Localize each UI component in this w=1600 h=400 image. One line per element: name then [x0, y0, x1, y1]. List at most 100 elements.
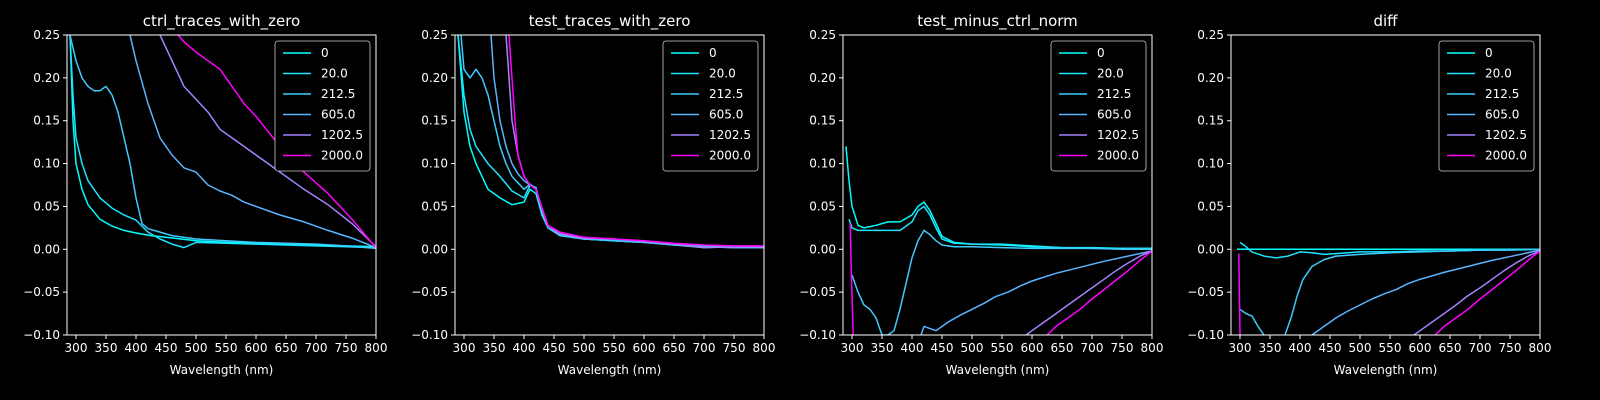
series-line-2000.0: [849, 223, 854, 335]
legend-label: 1202.5: [321, 128, 363, 142]
legend-label: 20.0: [321, 67, 348, 81]
x-tick-label: 700: [1469, 341, 1492, 355]
series-line-2000.0: [508, 35, 764, 247]
y-tick-label: −0.10: [799, 328, 836, 342]
x-tick-label: 800: [753, 341, 776, 355]
series-line-0: [69, 35, 376, 248]
x-tick-label: 300: [453, 341, 476, 355]
x-tick-label: 400: [125, 341, 148, 355]
legend-label: 0: [1097, 46, 1105, 60]
x-tick-label: 450: [155, 341, 178, 355]
x-tick-label: 350: [1259, 341, 1282, 355]
legend-label: 20.0: [709, 67, 736, 81]
legend-label: 2000.0: [709, 149, 751, 163]
series-line-1202.5: [1413, 250, 1540, 335]
series-group: [1237, 241, 1540, 335]
legend: 0 20.0 212.5 605.0 1202.5 2000.0: [662, 40, 759, 172]
legend-label: 1202.5: [1485, 128, 1527, 142]
x-tick-label: 400: [1289, 341, 1312, 355]
x-tick-label: 600: [633, 341, 656, 355]
legend: 0 20.0 212.5 605.0 1202.5 2000.0: [1050, 40, 1147, 172]
x-tick-label: 300: [841, 341, 864, 355]
series-line-212.5: [1284, 248, 1540, 335]
series-line-1202.5: [159, 35, 376, 248]
series-group: [845, 146, 1152, 335]
y-tick-label: 0.10: [33, 157, 60, 171]
y-tick-label: 0.20: [809, 71, 836, 85]
y-tick-label: 0.10: [1197, 157, 1224, 171]
chart-title: test_traces_with_zero: [529, 12, 691, 31]
x-tick-label: 650: [1439, 341, 1462, 355]
y-tick-label: −0.05: [411, 285, 448, 299]
series-line-20.0: [848, 205, 1152, 250]
series-line-2000.0: [1238, 253, 1241, 335]
legend-label: 2000.0: [1097, 149, 1139, 163]
y-tick-label: 0.15: [421, 114, 448, 128]
x-tick-label: 500: [961, 341, 984, 355]
x-tick-label: 500: [573, 341, 596, 355]
x-tick-label: 550: [603, 341, 626, 355]
series-line-605.0: [920, 250, 1152, 335]
x-tick-label: 600: [1409, 341, 1432, 355]
series-group: [457, 35, 764, 249]
chart-title: test_minus_ctrl_norm: [917, 12, 1078, 31]
x-tick-label: 450: [543, 341, 566, 355]
y-tick-label: 0.00: [421, 242, 448, 256]
x-tick-label: 650: [663, 341, 686, 355]
x-tick-label: 800: [365, 341, 388, 355]
y-tick-label: 0.15: [33, 114, 60, 128]
y-tick-label: 0.00: [33, 242, 60, 256]
y-tick-label: −0.05: [1187, 285, 1224, 299]
x-axis-label: Wavelength (nm): [1334, 363, 1438, 377]
x-tick-label: 550: [215, 341, 238, 355]
y-tick-label: 0.10: [421, 157, 448, 171]
x-tick-label: 700: [305, 341, 328, 355]
plot-frame: [454, 34, 765, 336]
legend-label: 212.5: [321, 87, 355, 101]
series-line-2000.0: [1434, 250, 1540, 335]
y-tick-label: 0.25: [809, 28, 836, 42]
series-line-212.5: [1239, 308, 1265, 335]
x-tick-label: 800: [1141, 341, 1164, 355]
y-tick-label: −0.05: [799, 285, 836, 299]
series-line-212.5: [69, 35, 376, 250]
x-tick-label: 700: [1081, 341, 1104, 355]
x-tick-label: 500: [185, 341, 208, 355]
plot-frame: [66, 34, 377, 336]
x-tick-label: 450: [931, 341, 954, 355]
y-tick-label: 0.15: [1197, 114, 1224, 128]
x-tick-label: 350: [483, 341, 506, 355]
y-tick-label: −0.10: [23, 328, 60, 342]
legend-label: 1202.5: [709, 128, 751, 142]
y-tick-label: 0.05: [1197, 199, 1224, 213]
x-tick-label: 750: [1499, 341, 1522, 355]
x-axis-label: Wavelength (nm): [946, 363, 1050, 377]
chart-panel-4: diff 300 350 400 450 500 550 600 650 700 750 800 −0.…: [1187, 12, 1551, 377]
legend-label: 0: [1485, 46, 1493, 60]
chart-panel-1: ctrl_traces_with_zero 300 350 400 450 500 550 6…: [23, 12, 387, 377]
x-tick-label: 750: [723, 341, 746, 355]
x-tick-label: 300: [65, 341, 88, 355]
y-tick-label: 0.05: [809, 199, 836, 213]
y-tick-label: 0.20: [421, 71, 448, 85]
y-tick-label: 0.25: [1197, 28, 1224, 42]
plot-frame: [842, 34, 1153, 336]
chart-panel-2: test_traces_with_zero 300 350 400 450 500 550 6…: [411, 12, 775, 377]
legend-label: 605.0: [1097, 108, 1131, 122]
y-tick-label: 0.05: [33, 199, 60, 213]
legend-label: 2000.0: [321, 149, 363, 163]
y-tick-label: 0.05: [421, 199, 448, 213]
x-tick-label: 400: [901, 341, 924, 355]
chart-title: diff: [1373, 12, 1398, 30]
legend-label: 20.0: [1097, 67, 1124, 81]
legend-label: 212.5: [1097, 87, 1131, 101]
x-tick-label: 750: [335, 341, 358, 355]
y-tick-label: 0.25: [421, 28, 448, 42]
series-line-2000.0: [177, 35, 376, 249]
x-tick-label: 700: [693, 341, 716, 355]
series-group: [69, 35, 376, 250]
y-tick-label: 0.25: [33, 28, 60, 42]
x-tick-label: 750: [1111, 341, 1134, 355]
x-tick-label: 300: [1229, 341, 1252, 355]
